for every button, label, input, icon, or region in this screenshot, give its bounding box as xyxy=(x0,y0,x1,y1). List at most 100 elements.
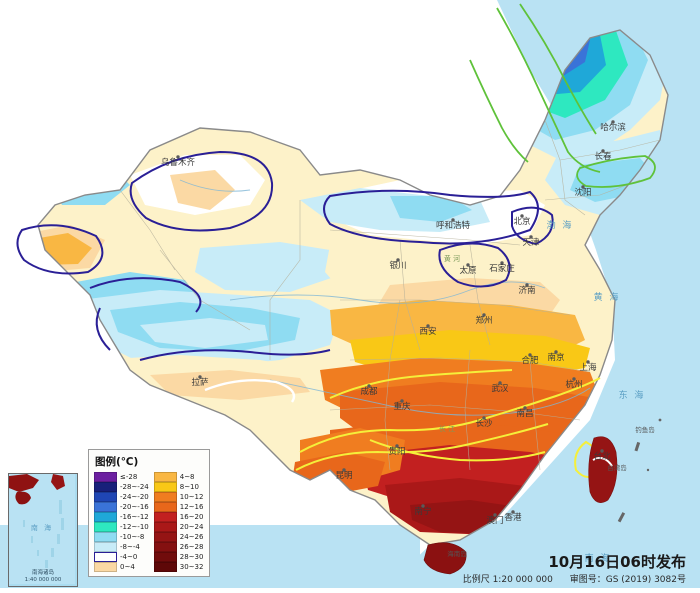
legend-column-left: ≤-28 -28~-24 -24~-20 -20~-16 -16~-12 -12~-10-… xyxy=(94,471,149,572)
band-tibet-s2 xyxy=(150,370,310,400)
city-label: 南昌 xyxy=(516,408,533,419)
legend-label: 30~32 xyxy=(179,562,204,571)
map-review-number: 审图号：GS (2019) 3082号 xyxy=(569,575,686,585)
bottom-bar xyxy=(0,588,700,593)
legend-item: 8~10 xyxy=(153,481,204,492)
legend-title: 图例(℃) xyxy=(95,456,139,468)
legend-swatch xyxy=(153,511,177,522)
inset-svg: 南 海 xyxy=(9,474,75,584)
legend-swatch xyxy=(94,511,117,522)
city-marker: 台北 xyxy=(593,449,611,462)
city-label: 石家庄 xyxy=(489,263,515,274)
city-marker: 合肥 xyxy=(521,353,539,366)
city-marker: 武汉 xyxy=(491,381,509,394)
legend-swatch xyxy=(94,561,117,572)
city-marker: 银川 xyxy=(389,258,407,271)
island-label: 台湾岛 xyxy=(607,463,627,472)
legend-item: 16~20 xyxy=(153,511,204,522)
legend-label: -16~-12 xyxy=(120,512,149,521)
legend-item: -12~-10 xyxy=(94,521,149,532)
legend-item: 26~28 xyxy=(153,541,204,552)
city-dot xyxy=(581,185,585,189)
city-marker: 沈阳 xyxy=(574,185,592,198)
legend-label: 20~24 xyxy=(179,522,204,531)
city-label: 贵阳 xyxy=(388,446,405,457)
legend-label: 12~16 xyxy=(179,502,204,511)
ocean-area xyxy=(380,120,700,593)
city-dot xyxy=(601,149,605,153)
legend-label: -24~-20 xyxy=(120,492,149,501)
city-label: 武汉 xyxy=(491,383,509,394)
city-dot xyxy=(528,353,532,357)
legend-label: -8~-4 xyxy=(120,542,140,551)
hainan-island xyxy=(423,542,467,575)
legend-item: -24~-20 xyxy=(94,491,149,502)
legend-label: -28~-24 xyxy=(120,482,149,491)
band-tibet-inner xyxy=(140,318,268,348)
city-label: 郑州 xyxy=(475,315,492,326)
city-dot xyxy=(198,375,202,379)
south-china-sea-inset-map: 南 海 南海诸岛 1:40 000 000 xyxy=(8,473,78,587)
legend-item: -16~-12 xyxy=(94,511,149,522)
inset-sea-label: 南 海 xyxy=(31,523,53,532)
legend-item: 10~12 xyxy=(153,491,204,502)
city-marker: 呼和浩特 xyxy=(436,218,470,231)
city-marker: 乌鲁木齐 xyxy=(161,155,195,168)
city-dot xyxy=(525,283,529,287)
legend-label: 16~20 xyxy=(179,512,204,521)
legend-swatch xyxy=(153,491,177,502)
city-dot xyxy=(395,444,399,448)
isotherm-contour-white xyxy=(204,379,296,403)
isotherm-contours-blue xyxy=(16,150,554,361)
city-label: 南宁 xyxy=(414,506,431,517)
isotherm-contours-yellow xyxy=(295,369,602,478)
city-label: 长春 xyxy=(594,151,612,162)
legend-item: -20~-16 xyxy=(94,501,149,512)
legend-item: 0~4 xyxy=(94,561,149,572)
legend-swatch xyxy=(94,521,117,532)
city-marker: 太原 xyxy=(459,263,477,276)
inset-caption-line2: 1:40 000 000 xyxy=(24,577,62,584)
city-label: 济南 xyxy=(518,285,535,296)
province-borders xyxy=(119,119,661,471)
country-border xyxy=(37,29,669,546)
city-label: 哈尔滨 xyxy=(600,122,626,133)
sea-label: 渤 海 xyxy=(547,219,574,231)
issue-time: 10月16日06时发布 xyxy=(548,553,686,571)
city-marker: 济南 xyxy=(518,283,536,296)
legend-swatch xyxy=(153,551,177,562)
legend-item: -10~-8 xyxy=(94,531,149,542)
city-label: 重庆 xyxy=(393,401,411,412)
city-marker: 南宁 xyxy=(414,504,432,517)
city-dot xyxy=(451,218,455,222)
city-label: 成都 xyxy=(360,386,378,397)
city-dot xyxy=(400,399,404,403)
river-label: 长 江 xyxy=(439,424,455,433)
inset-caption-line1: 南海诸岛 xyxy=(31,570,54,577)
legend-item: 24~26 xyxy=(153,531,204,542)
city-label: 台北 xyxy=(593,451,611,462)
legend-label: 8~10 xyxy=(179,482,199,491)
legend-swatch xyxy=(153,501,177,512)
city-dot xyxy=(367,384,371,388)
small-islands xyxy=(617,418,662,523)
city-marker: 南京 xyxy=(547,350,565,363)
city-dot xyxy=(500,261,504,265)
city-marker: 郑州 xyxy=(475,313,493,326)
city-dot xyxy=(176,155,180,159)
legend-swatch xyxy=(153,471,177,482)
inset-hainan xyxy=(15,491,31,505)
legend-item: ≤-28 xyxy=(94,471,149,482)
legend-swatch xyxy=(94,481,117,492)
legend-label: -10~-8 xyxy=(120,532,145,541)
legend-swatch xyxy=(94,491,117,502)
legend-item: 30~32 xyxy=(153,561,204,572)
city-marker: 香港 xyxy=(504,510,522,523)
city-marker: 西安 xyxy=(419,324,437,337)
city-marker: 长沙 xyxy=(475,416,493,429)
legend-label: 4~8 xyxy=(179,472,195,481)
footer-meta: 比例尺 1:20 000 000 审图号：GS (2019) 3082号 xyxy=(463,572,686,585)
